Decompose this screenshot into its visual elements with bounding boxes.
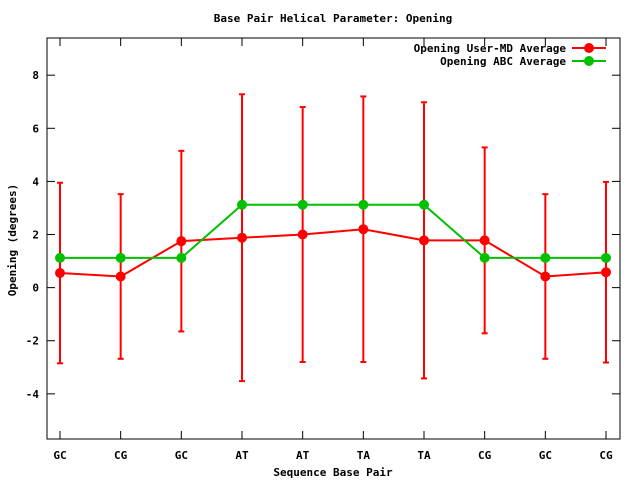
y-tick-label: 0 (32, 282, 39, 295)
data-point (601, 252, 611, 263)
data-point (115, 252, 126, 263)
data-point (237, 232, 247, 243)
data-point (297, 229, 308, 240)
x-tick-label: AT (235, 449, 249, 462)
x-tick-label: AT (296, 449, 310, 462)
data-point (297, 199, 308, 210)
x-tick-label: CG (599, 449, 613, 462)
x-axis-label: Sequence Base Pair (273, 466, 393, 479)
data-point (55, 252, 65, 263)
y-tick-label: -2 (26, 335, 39, 348)
x-tick-label: CG (114, 449, 128, 462)
y-tick-label: 8 (32, 69, 39, 82)
data-point (176, 236, 187, 247)
data-point (540, 271, 551, 282)
data-point (358, 199, 369, 210)
x-tick-label: GC (539, 449, 552, 462)
data-point (176, 252, 187, 263)
data-point (479, 235, 490, 246)
data-point (601, 267, 611, 278)
data-point (358, 224, 369, 235)
y-tick-label: 4 (32, 175, 39, 188)
legend-label: Opening User-MD Average (414, 42, 567, 55)
series-2 (55, 199, 611, 263)
y-tick-label: -4 (26, 388, 40, 401)
data-point (419, 199, 429, 210)
data-point (540, 252, 551, 263)
data-point (237, 199, 247, 210)
x-tick-label: TA (357, 449, 371, 462)
x-tick-label: TA (417, 449, 431, 462)
y-axis-label: Opening (degrees) (6, 184, 19, 297)
legend-label: Opening ABC Average (440, 55, 566, 68)
axes: -4 -2 0 2 4 6 8 GC CG GC AT AT TA TA CG GC CG (26, 38, 620, 462)
plot-frame (46, 37, 621, 440)
series-layer (55, 93, 611, 383)
x-tick-label: CG (478, 449, 492, 462)
x-tick-label: GC (175, 449, 188, 462)
data-point (115, 271, 126, 282)
chart-title: Base Pair Helical Parameter: Opening (214, 12, 452, 25)
y-tick-label: 6 (32, 122, 39, 135)
legend-marker (584, 43, 594, 53)
series-line (59, 228, 607, 278)
x-tick-label: GC (53, 449, 66, 462)
series-line (60, 203, 606, 259)
series-1 (55, 93, 611, 383)
y-tick-label: 2 (32, 229, 39, 242)
data-point (419, 235, 429, 246)
legend-marker (584, 56, 594, 66)
data-point (55, 268, 65, 279)
data-point (479, 252, 490, 263)
